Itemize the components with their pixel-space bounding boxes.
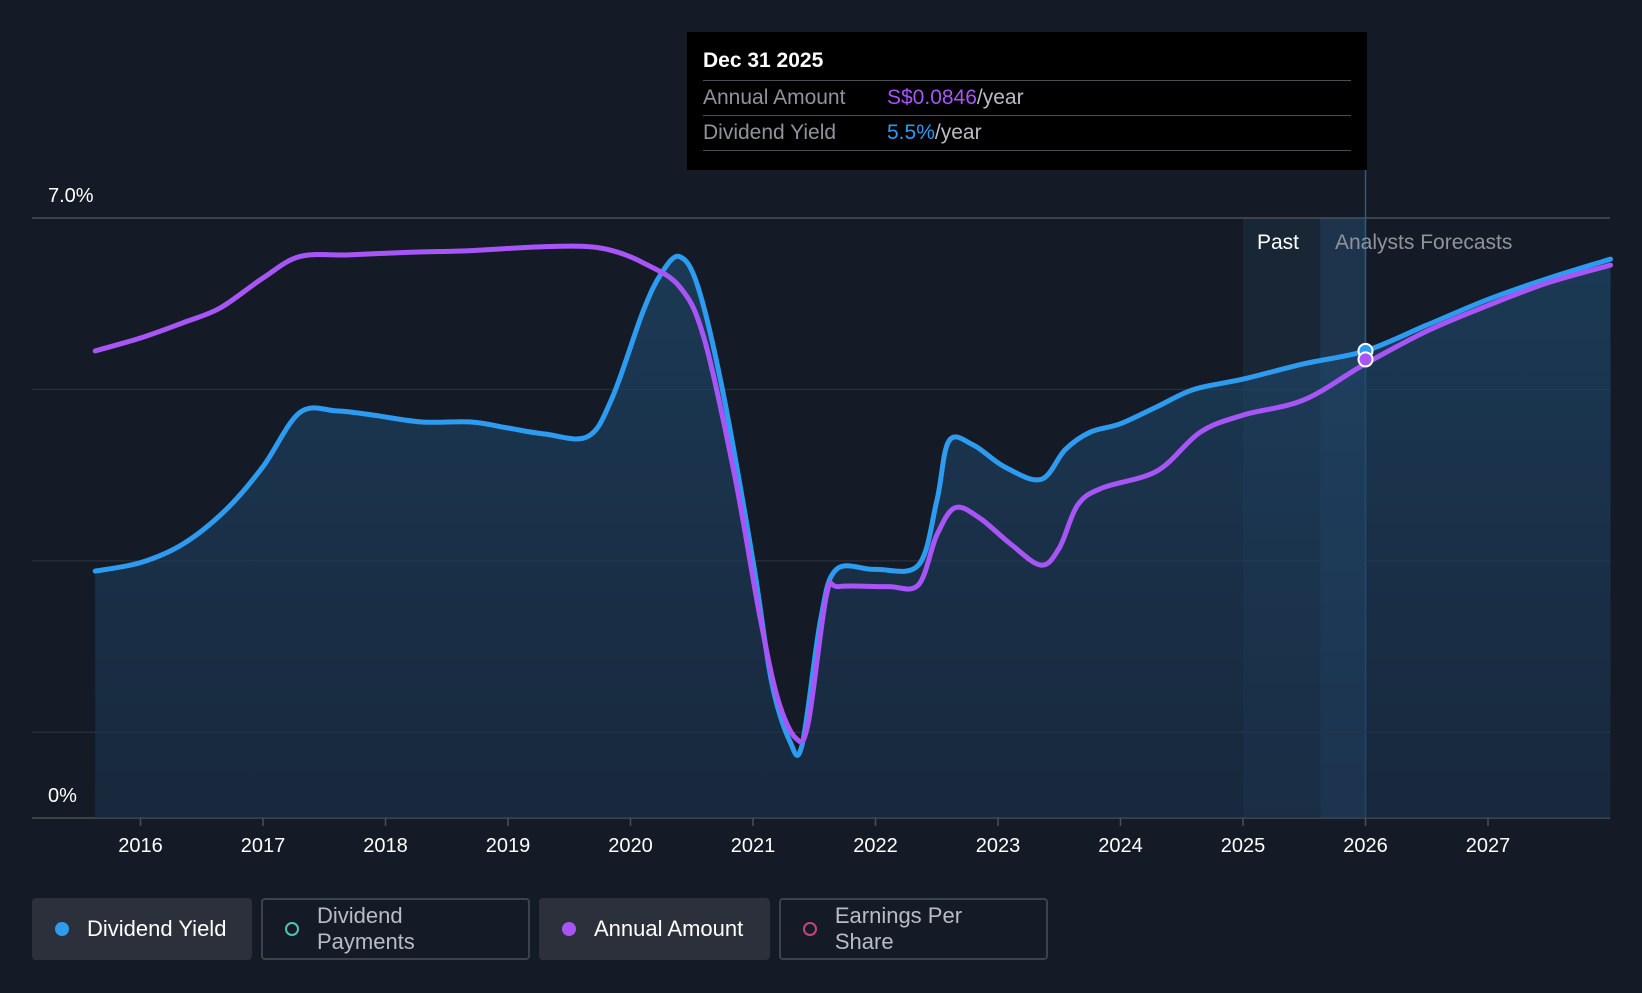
x-tick-label: 2018 bbox=[363, 835, 408, 857]
x-tick-label: 2021 bbox=[731, 835, 776, 857]
annual-amount-line bbox=[92, 243, 1613, 745]
legend-earnings-per-share[interactable]: Earnings Per Share bbox=[779, 898, 1048, 960]
x-tick-label: 2020 bbox=[608, 835, 653, 857]
x-tick-label: 2027 bbox=[1466, 835, 1511, 857]
tooltip-annual-row: Annual Amount S$0.0846/year bbox=[703, 81, 1351, 116]
x-tick-label: 2025 bbox=[1221, 835, 1266, 857]
dividend-yield-area bbox=[95, 256, 1611, 819]
x-tick-label: 2024 bbox=[1098, 835, 1143, 857]
x-tick-label: 2022 bbox=[853, 835, 898, 857]
legend-earnings-per-share-label: Earnings Per Share bbox=[834, 903, 963, 954]
legend-dividend-yield-label: Dividend Yield bbox=[87, 916, 227, 941]
past-region-label: Past bbox=[1257, 231, 1299, 254]
y-axis-label-max: 7.0% bbox=[48, 185, 94, 207]
legend-annual-amount-label: Annual Amount bbox=[594, 916, 744, 941]
y-axis-label-min: 0% bbox=[48, 785, 77, 807]
dividend-payments-ring-icon bbox=[285, 922, 299, 936]
tooltip-yield-row: Dividend Yield 5.5%/year bbox=[703, 116, 1351, 151]
chart-legend: Dividend Yield Dividend Payments Annual … bbox=[32, 898, 1048, 960]
tooltip-yield-label: Dividend Yield bbox=[703, 121, 837, 144]
earnings-per-share-ring-icon bbox=[803, 922, 817, 936]
tooltip-date: Dec 31 2025 bbox=[703, 46, 1351, 81]
legend-dividend-payments[interactable]: Dividend Payments bbox=[261, 898, 530, 960]
x-tick-label: 2026 bbox=[1343, 835, 1388, 857]
legend-dividend-yield[interactable]: Dividend Yield bbox=[32, 898, 252, 960]
x-tick-label: 2019 bbox=[486, 835, 531, 857]
dividend-yield-dot-icon bbox=[55, 922, 69, 936]
annual-amount-dot-icon bbox=[562, 922, 576, 936]
tooltip-yield-unit: /year bbox=[934, 121, 982, 144]
dividend-yield-line bbox=[92, 253, 1613, 758]
tooltip-annual-value: S$0.0846 bbox=[887, 86, 977, 109]
x-tick-label: 2023 bbox=[976, 835, 1021, 857]
legend-annual-amount[interactable]: Annual Amount bbox=[539, 898, 770, 960]
chart-tooltip: Dec 31 2025 Annual Amount S$0.0846/year … bbox=[687, 32, 1367, 170]
x-tick-label: 2017 bbox=[241, 835, 286, 857]
annual-amount-marker bbox=[1357, 351, 1374, 368]
tooltip-annual-unit: /year bbox=[976, 86, 1024, 109]
x-tick-label: 2016 bbox=[118, 835, 163, 857]
forecast-region-label: Analysts Forecasts bbox=[1335, 231, 1512, 254]
tooltip-yield-value: 5.5% bbox=[887, 121, 935, 144]
tooltip-annual-label: Annual Amount bbox=[703, 86, 846, 109]
legend-dividend-payments-label: Dividend Payments bbox=[316, 903, 415, 954]
